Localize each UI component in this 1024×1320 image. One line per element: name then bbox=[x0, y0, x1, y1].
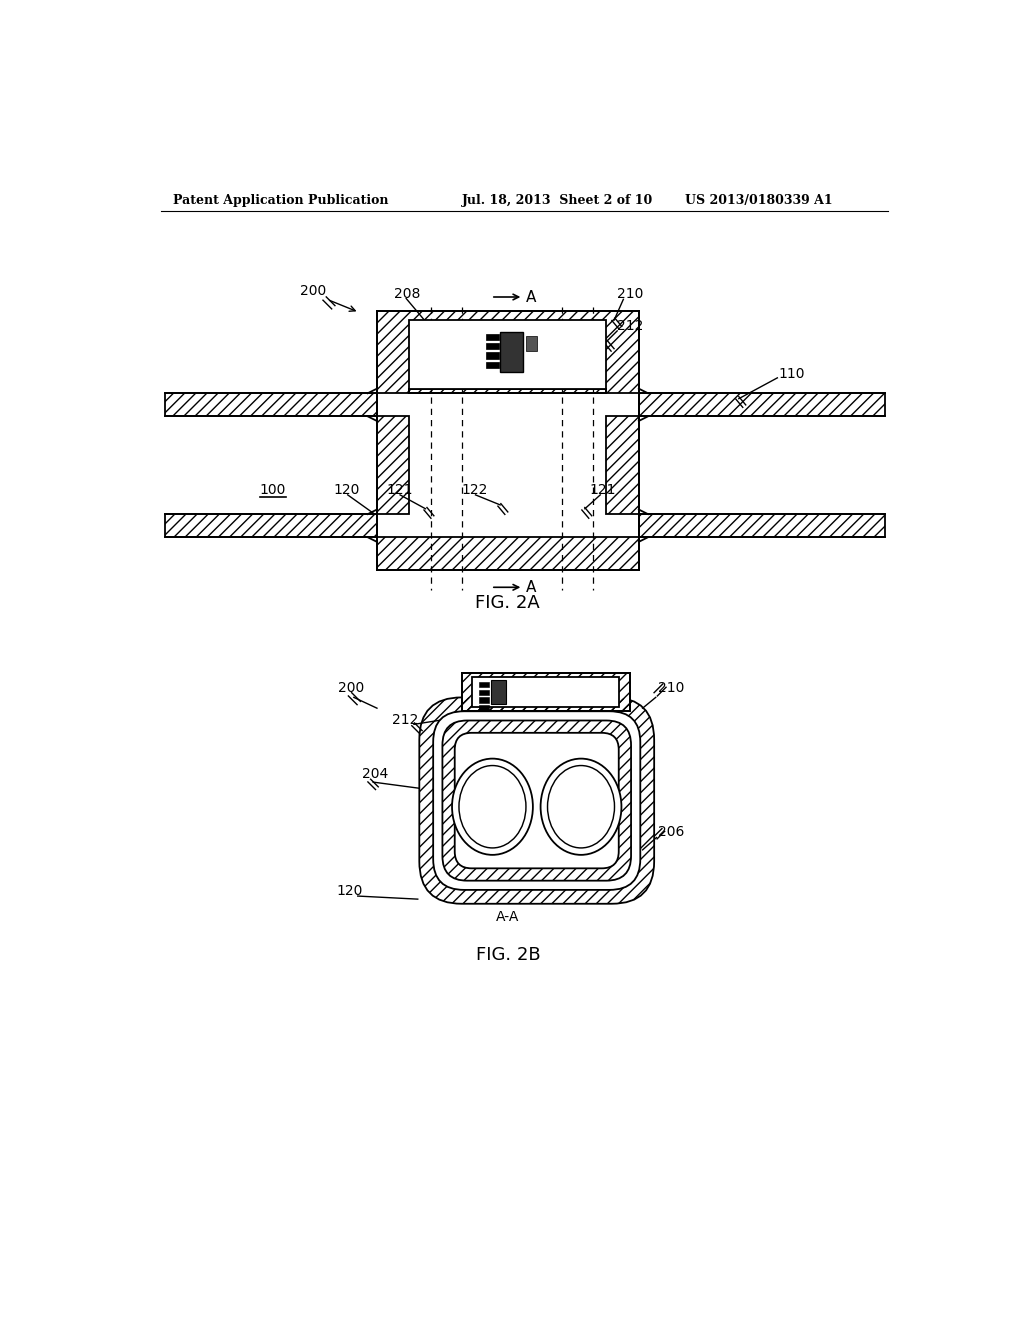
Bar bbox=[377, 312, 639, 393]
Bar bbox=[377, 416, 410, 515]
FancyBboxPatch shape bbox=[442, 721, 631, 880]
Bar bbox=[410, 321, 606, 389]
Ellipse shape bbox=[459, 766, 526, 847]
Bar bbox=[410, 389, 606, 393]
Ellipse shape bbox=[548, 766, 614, 847]
Text: 210: 210 bbox=[617, 286, 643, 301]
Text: 121: 121 bbox=[386, 483, 413, 496]
Bar bbox=[462, 673, 630, 711]
Bar bbox=[165, 393, 377, 416]
Bar bbox=[526, 335, 538, 351]
Text: Patent Application Publication: Patent Application Publication bbox=[173, 194, 388, 207]
Text: 121: 121 bbox=[590, 483, 616, 496]
FancyBboxPatch shape bbox=[419, 697, 654, 904]
Text: US 2013/0180339 A1: US 2013/0180339 A1 bbox=[685, 194, 833, 207]
Bar bbox=[377, 537, 639, 570]
Text: A: A bbox=[526, 289, 537, 305]
Bar bbox=[165, 393, 377, 416]
Bar bbox=[486, 334, 499, 341]
Bar bbox=[377, 416, 410, 515]
Text: A-A: A-A bbox=[497, 909, 519, 924]
Text: 120: 120 bbox=[337, 884, 364, 899]
Bar bbox=[486, 362, 499, 368]
Bar bbox=[639, 393, 885, 416]
Text: 212: 212 bbox=[392, 714, 419, 727]
Text: A: A bbox=[526, 579, 537, 595]
Bar bbox=[377, 312, 639, 393]
Text: 212: 212 bbox=[617, 319, 643, 333]
Text: 200: 200 bbox=[300, 284, 327, 298]
FancyBboxPatch shape bbox=[433, 711, 640, 890]
Bar bbox=[639, 513, 885, 537]
Bar bbox=[639, 393, 885, 416]
Bar bbox=[486, 343, 499, 350]
Bar bbox=[500, 331, 523, 372]
Bar bbox=[377, 537, 639, 570]
Bar bbox=[165, 513, 377, 537]
Bar bbox=[478, 682, 489, 688]
FancyBboxPatch shape bbox=[455, 733, 618, 869]
Bar bbox=[490, 680, 506, 705]
Text: FIG. 2B: FIG. 2B bbox=[475, 946, 541, 965]
Bar bbox=[478, 697, 489, 702]
Bar bbox=[410, 389, 606, 393]
Bar bbox=[462, 673, 630, 711]
Text: 120: 120 bbox=[334, 483, 360, 496]
Text: 122: 122 bbox=[462, 483, 488, 496]
Text: FIG. 2A: FIG. 2A bbox=[475, 594, 541, 612]
Text: 204: 204 bbox=[361, 767, 388, 781]
Bar bbox=[486, 352, 499, 359]
Bar bbox=[606, 416, 639, 515]
Text: 110: 110 bbox=[779, 367, 806, 381]
Ellipse shape bbox=[541, 759, 622, 855]
Bar bbox=[472, 677, 618, 706]
Text: 208: 208 bbox=[569, 721, 596, 735]
Text: 100: 100 bbox=[260, 483, 287, 496]
Bar bbox=[478, 690, 489, 696]
Text: 210: 210 bbox=[658, 681, 684, 696]
Bar bbox=[606, 416, 639, 515]
Bar bbox=[165, 513, 377, 537]
Text: 206: 206 bbox=[658, 825, 684, 840]
Text: 200: 200 bbox=[339, 681, 365, 696]
Ellipse shape bbox=[452, 759, 532, 855]
Bar bbox=[639, 513, 885, 537]
Bar bbox=[478, 705, 489, 710]
Text: Jul. 18, 2013  Sheet 2 of 10: Jul. 18, 2013 Sheet 2 of 10 bbox=[462, 194, 653, 207]
Text: 208: 208 bbox=[394, 286, 420, 301]
